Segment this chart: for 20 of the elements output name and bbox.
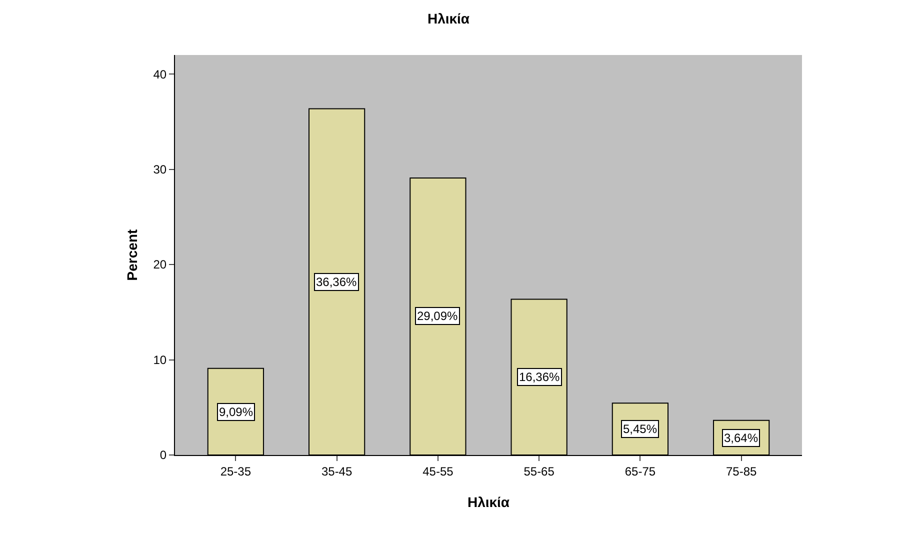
y-tick-label: 20 xyxy=(153,258,167,272)
data-label: 5,45% xyxy=(623,422,658,436)
x-axis-title: Ηλικία xyxy=(467,494,510,510)
x-tick-label: 55-65 xyxy=(524,464,555,478)
data-label: 36,36% xyxy=(316,275,358,289)
x-tick-label: 35-45 xyxy=(321,464,352,478)
y-tick-label: 0 xyxy=(160,448,167,462)
y-tick-label: 40 xyxy=(153,67,167,82)
data-label: 16,36% xyxy=(519,370,560,384)
x-tick-label: 75-85 xyxy=(726,464,757,478)
x-tick-label: 45-55 xyxy=(422,464,454,478)
x-tick-label: 65-75 xyxy=(624,464,656,478)
data-label: 9,09% xyxy=(219,405,254,419)
data-label: 29,09% xyxy=(417,309,458,323)
chart-title: Ηλικία xyxy=(427,10,470,26)
y-tick-label: 10 xyxy=(153,352,167,367)
data-label: 3,64% xyxy=(724,431,758,445)
y-axis-title: Percent xyxy=(124,228,140,281)
x-tick-label: 25-35 xyxy=(220,464,252,478)
y-tick-label: 30 xyxy=(153,162,167,176)
